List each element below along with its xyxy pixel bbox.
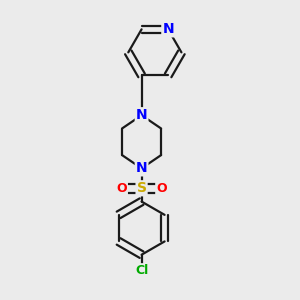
Text: N: N bbox=[136, 108, 147, 122]
Text: S: S bbox=[136, 181, 147, 195]
Text: O: O bbox=[116, 182, 127, 195]
Text: Cl: Cl bbox=[135, 264, 148, 277]
Text: O: O bbox=[156, 182, 167, 195]
Text: N: N bbox=[136, 161, 147, 176]
Text: N: N bbox=[162, 22, 174, 36]
